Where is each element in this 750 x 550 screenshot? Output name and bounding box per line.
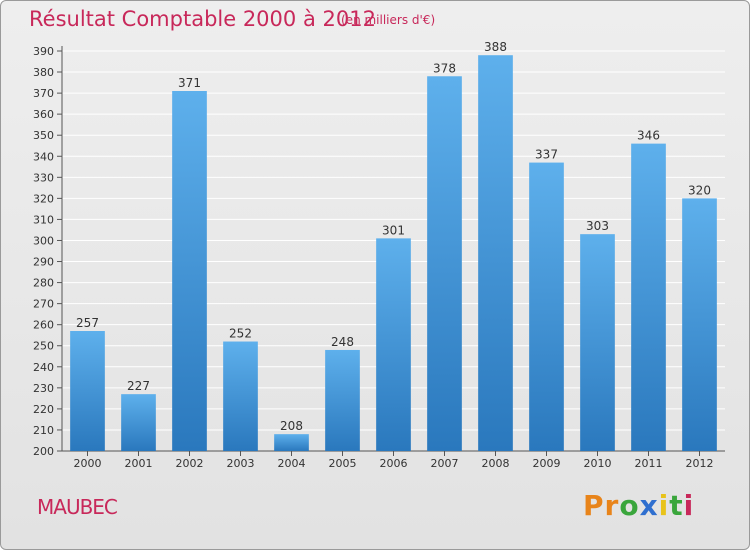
bar-value-label: 378 xyxy=(433,61,456,75)
bar xyxy=(529,162,564,451)
y-tick-label: 200 xyxy=(33,445,54,458)
y-tick-label: 320 xyxy=(33,192,54,205)
bar xyxy=(631,143,666,451)
bar xyxy=(223,341,258,451)
bar xyxy=(274,434,309,451)
chart-subtitle: (en milliers d'€) xyxy=(341,13,436,27)
y-tick-label: 250 xyxy=(33,340,54,353)
y-tick-label: 220 xyxy=(33,403,54,416)
place-name: MAUBEC xyxy=(37,495,118,519)
y-tick-label: 300 xyxy=(33,234,54,247)
x-tick-label: 2001 xyxy=(125,457,153,470)
logo-letter: i xyxy=(658,489,670,522)
bar-value-label: 303 xyxy=(586,219,609,233)
logo-letter: i xyxy=(683,489,695,522)
bar xyxy=(580,234,615,451)
y-tick-label: 260 xyxy=(33,319,54,332)
bars xyxy=(70,55,717,452)
y-tick-label: 270 xyxy=(33,298,54,311)
y-tick-label: 340 xyxy=(33,150,54,163)
y-tick-label: 390 xyxy=(33,45,54,58)
x-tick-label: 2012 xyxy=(686,457,714,470)
bar xyxy=(427,76,462,452)
x-tick-label: 2003 xyxy=(227,457,255,470)
x-tick-label: 2005 xyxy=(329,457,357,470)
y-tick-label: 370 xyxy=(33,87,54,100)
bar xyxy=(121,394,156,451)
bar-value-label: 248 xyxy=(331,335,354,349)
x-tick-label: 2006 xyxy=(380,457,408,470)
logo-letter: t xyxy=(669,489,684,522)
bar-value-label: 388 xyxy=(484,40,507,54)
x-tick-label: 2004 xyxy=(278,457,306,470)
bar xyxy=(325,349,360,451)
bar xyxy=(682,198,717,451)
y-tick-label: 290 xyxy=(33,256,54,269)
bar-value-label: 257 xyxy=(76,316,99,330)
bar-value-label: 252 xyxy=(229,327,252,341)
y-tick-label: 240 xyxy=(33,361,54,374)
y-tick-label: 330 xyxy=(33,171,54,184)
bar xyxy=(70,331,105,451)
labels: 200 210 220 230 240 250 260 270 280 290 300 310 320 3… xyxy=(33,40,714,470)
logo-letter: r xyxy=(604,489,620,522)
bar-value-label: 320 xyxy=(688,183,711,197)
y-tick-label: 310 xyxy=(33,213,54,226)
x-tick-label: 2008 xyxy=(482,457,510,470)
x-tick-label: 2002 xyxy=(176,457,204,470)
chart-title: Résultat Comptable 2000 à 2012 xyxy=(29,7,376,31)
logo-letter: P xyxy=(583,489,605,522)
y-tick-label: 280 xyxy=(33,277,54,290)
proxiti-logo: Proxiti xyxy=(583,489,694,522)
y-tick-label: 380 xyxy=(33,66,54,79)
bar-value-label: 227 xyxy=(127,379,150,393)
y-tick-label: 230 xyxy=(33,382,54,395)
x-tick-label: 2007 xyxy=(431,457,459,470)
x-tick-label: 2000 xyxy=(74,457,102,470)
bar xyxy=(478,55,513,452)
logo-letter: o xyxy=(619,489,640,522)
bar-value-label: 337 xyxy=(535,148,558,162)
y-tick-label: 350 xyxy=(33,129,54,142)
bar xyxy=(172,91,207,451)
y-tick-label: 210 xyxy=(33,424,54,437)
x-tick-label: 2010 xyxy=(584,457,612,470)
logo-letter: x xyxy=(639,489,659,522)
x-tick-label: 2009 xyxy=(533,457,561,470)
bar-value-label: 301 xyxy=(382,223,405,237)
bar-value-label: 371 xyxy=(178,76,201,90)
x-tick-label: 2011 xyxy=(635,457,663,470)
bar-value-label: 208 xyxy=(280,419,303,433)
bar xyxy=(376,238,411,451)
y-tick-label: 360 xyxy=(33,108,54,121)
bar-value-label: 346 xyxy=(637,129,660,143)
